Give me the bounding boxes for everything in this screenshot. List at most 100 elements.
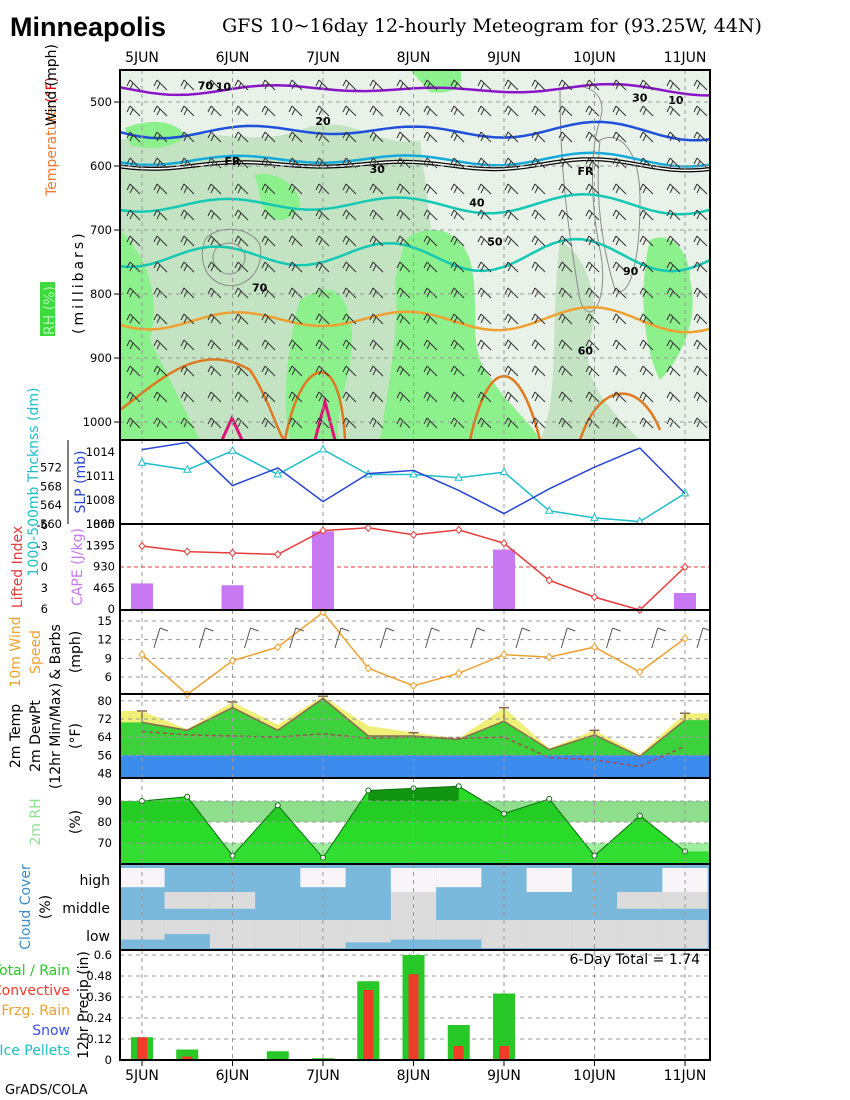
wind-barb [234, 287, 249, 299]
wind-barb [639, 105, 654, 117]
wind-barb [450, 235, 465, 247]
wind-barb [207, 183, 222, 195]
upper-air-grid [120, 70, 710, 440]
svg-text:(°F): (°F) [68, 723, 84, 749]
wind-barb [153, 365, 168, 377]
rh-panel: 90 80 70 2m RH (%) [28, 777, 711, 865]
tick-label: 15 [97, 614, 112, 628]
wind-barb [477, 365, 492, 377]
tick-label-right: 1014 [86, 445, 115, 459]
date-label-bottom: 7JUN [306, 1068, 340, 1084]
wind-barb [126, 365, 141, 377]
wind-barb [666, 235, 681, 247]
wind-barb [612, 105, 627, 117]
wind-barb [369, 261, 384, 273]
wind-barb [639, 365, 654, 377]
wind-barb [425, 627, 440, 649]
lifted-index-point [319, 526, 327, 535]
wind-barb [379, 627, 395, 649]
wind-speed-point [590, 642, 599, 652]
wind-barb [315, 261, 330, 273]
isotherm-label: 90 [623, 265, 639, 278]
wind-barb [153, 105, 168, 117]
wind-barb [477, 391, 492, 403]
isotherm-label: 70 [252, 282, 268, 295]
date-label-top: 9JUN [487, 50, 521, 66]
cloud-panel: Cloud Cover (%) high middle low [18, 863, 711, 951]
isotherm-20 [120, 120, 710, 142]
precip-total-bar [493, 993, 515, 1060]
rh-point [546, 795, 553, 802]
wind-barb [244, 627, 259, 649]
wind-barb [639, 313, 654, 325]
wind-barb [450, 287, 465, 299]
lifted-index-point [274, 550, 282, 559]
wind-speed-point [636, 667, 644, 677]
wind-barb [288, 79, 303, 91]
date-label-top: 11JUN [664, 50, 707, 66]
wind-barb [423, 287, 438, 299]
cape-lifted-series [131, 523, 696, 615]
wind-barb [666, 391, 681, 403]
wind-barb [342, 313, 357, 325]
wind-barb [126, 339, 141, 351]
thickness-line [141, 448, 686, 523]
wind-barb [369, 209, 384, 221]
wind-barb [315, 131, 330, 143]
wind-barb [315, 391, 330, 403]
wind-barb [612, 339, 627, 351]
wind-barb [504, 391, 519, 403]
rh-region [285, 289, 353, 440]
wind-barb [477, 261, 492, 273]
wind-barb [666, 105, 681, 117]
rh-contour [559, 85, 604, 313]
wind-barb [126, 131, 141, 143]
temperature-panel: 80 72 64 56 48 2m Temp 2m DewPt (12hr Min/Ma… [8, 683, 711, 789]
wind-barb [342, 417, 357, 429]
wind-barb [315, 209, 330, 221]
wind-barb [342, 131, 357, 143]
tick-label-left: 0 [41, 560, 48, 574]
credit: GrADS/COLA [5, 1083, 88, 1098]
tick-label-right: 465 [93, 581, 115, 595]
wind-barb [288, 183, 303, 195]
wind-barb [696, 627, 712, 649]
isotherm-label: 30 [632, 92, 648, 105]
tick-label: 80 [97, 815, 112, 829]
wind-speed-point [545, 652, 553, 662]
wind-barb [261, 209, 276, 221]
wind-barb [693, 105, 708, 117]
cloud-layers [119, 864, 710, 950]
wind-barb [558, 339, 573, 351]
wind-barb [261, 235, 276, 247]
wind-barb [396, 105, 411, 117]
wind-barb [126, 105, 141, 117]
wind-barb [612, 365, 627, 377]
wind-barb [180, 235, 195, 247]
wind-barb [153, 287, 168, 299]
precip-bars [131, 955, 515, 1060]
wind-barb [585, 157, 600, 169]
wind-barb [477, 313, 492, 325]
wind-barb [450, 365, 465, 377]
tick-label: 800 [90, 287, 112, 301]
wind-barb [504, 209, 519, 221]
cloud-clear [436, 920, 482, 940]
rh-grid [120, 778, 710, 864]
cloud-clear [571, 920, 618, 948]
wind-barb [666, 313, 681, 325]
wind-barb [612, 235, 627, 247]
thickness-point [228, 445, 237, 454]
wind-barb [369, 183, 384, 195]
chart-title: GFS 10~16day 12-hourly Meteogram for (93… [222, 15, 762, 37]
pressure-ticks: 500 600 700 800 900 1000 [83, 95, 120, 429]
svg-text:Cloud Cover: Cloud Cover [18, 864, 34, 950]
wind-barb [639, 391, 654, 403]
thickness-point [137, 457, 147, 466]
wind-barb [180, 183, 195, 195]
wind-barb [450, 105, 465, 117]
wind-barb [531, 365, 546, 377]
rh-point [274, 802, 281, 809]
wind-barb [126, 261, 141, 273]
